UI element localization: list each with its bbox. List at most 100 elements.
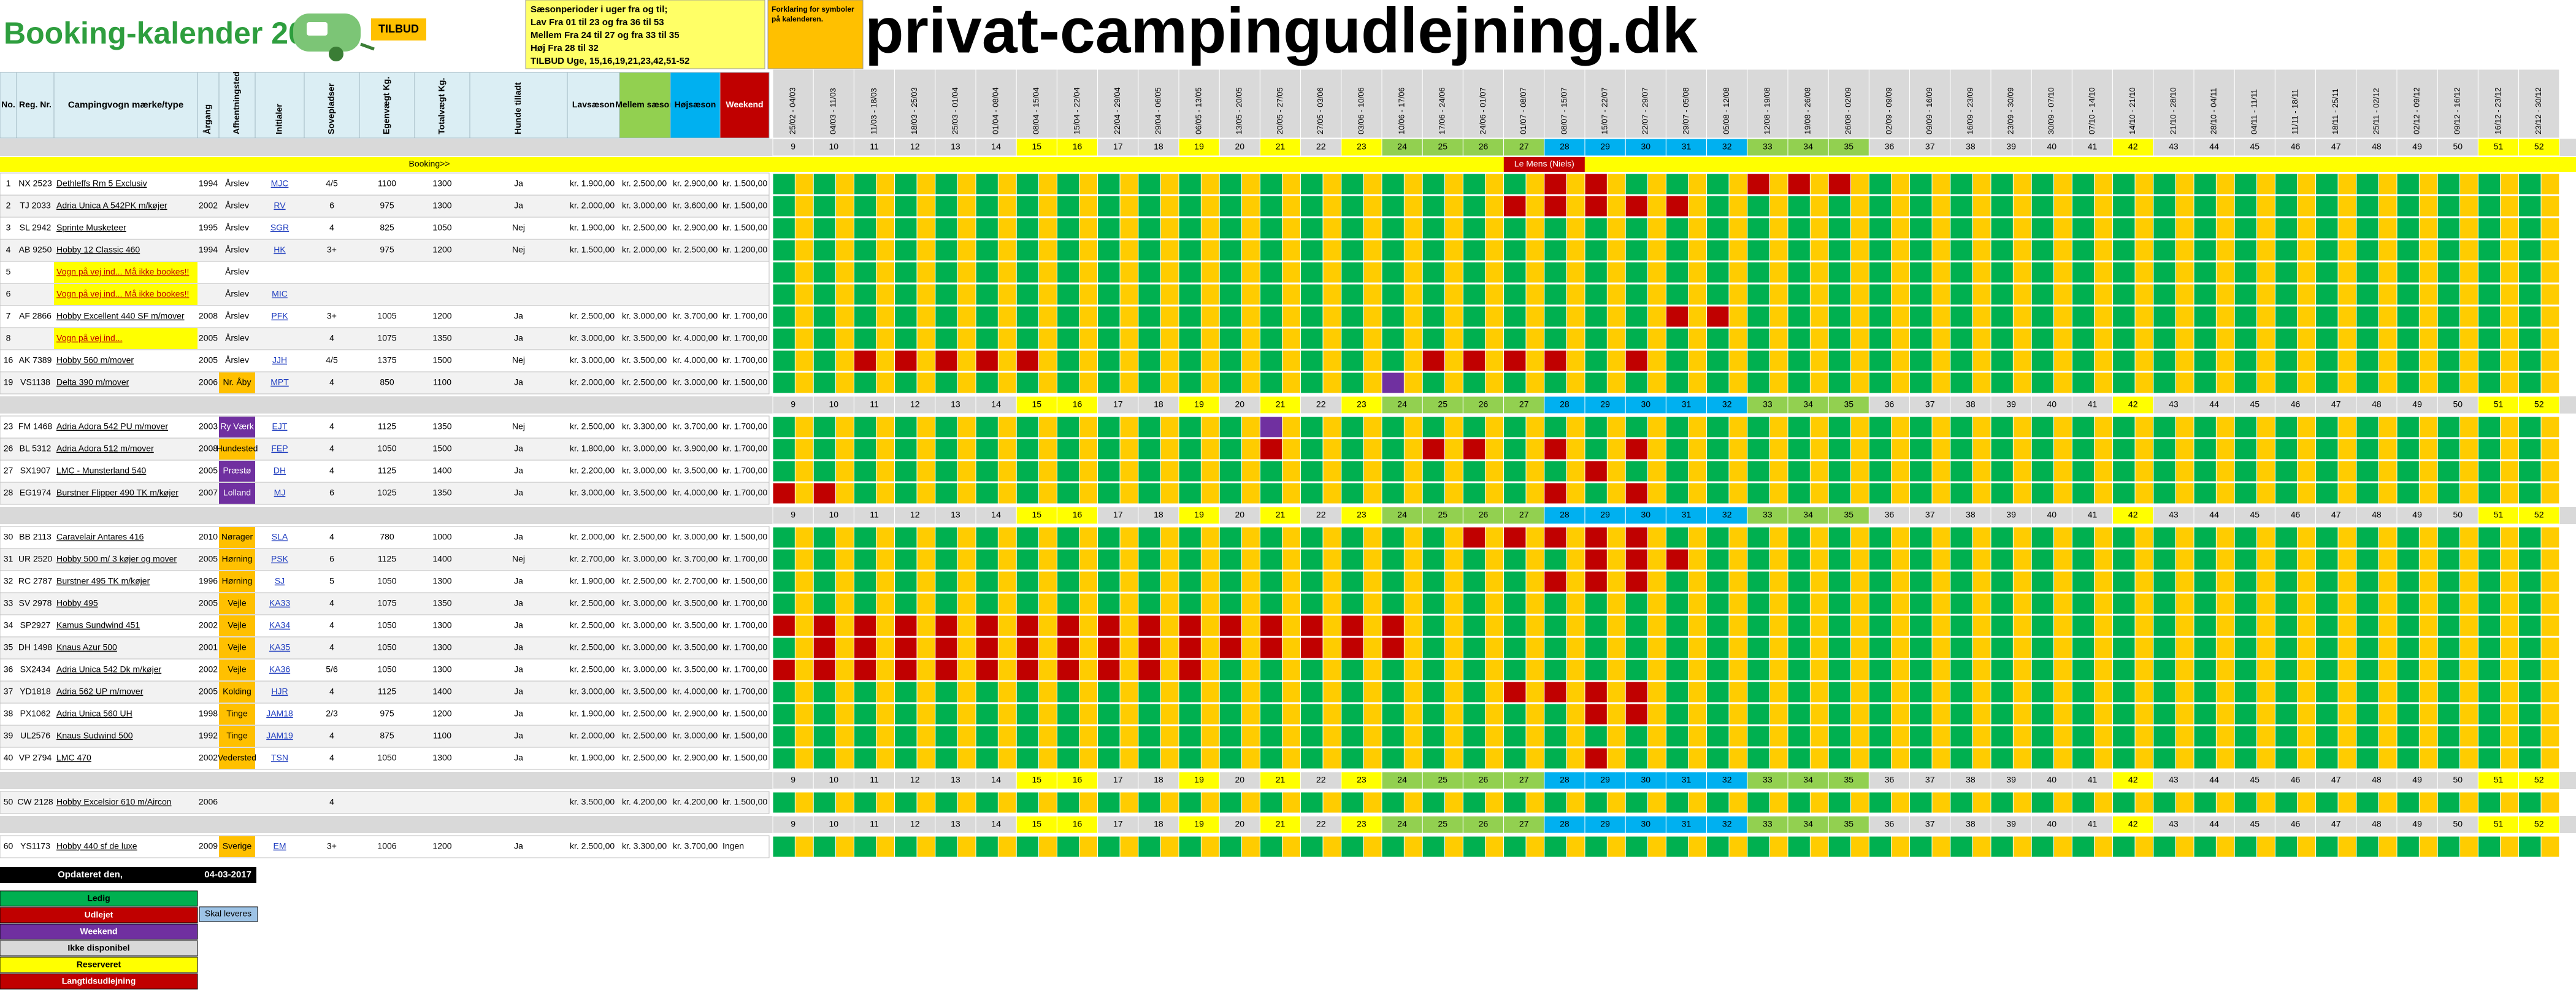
calendar-cell — [1828, 460, 1852, 482]
cell-text: kr. 3.000,00 — [673, 731, 718, 741]
cell-text: kr. 2.500,00 — [570, 664, 615, 674]
calendar-cell — [2378, 703, 2398, 725]
calendar-cell — [1850, 747, 1869, 769]
calendar-cell — [1282, 571, 1301, 593]
cell-text: Hobby 440 sf de luxe — [56, 841, 137, 851]
calendar-cell — [1381, 195, 1405, 217]
calendar-cell — [2378, 350, 2398, 372]
calendar-cell — [957, 681, 976, 703]
calendar-cell — [1219, 283, 1243, 306]
week-number: 9 — [791, 510, 795, 520]
calendar-cell — [2112, 328, 2136, 350]
calendar-cell — [1178, 261, 1202, 283]
calendar-cell — [2134, 306, 2154, 328]
week-number-cell — [1544, 396, 1585, 414]
calendar-cell — [1584, 593, 1608, 615]
cell-text: 5/6 — [326, 664, 338, 674]
cell-text: 1300 — [432, 642, 451, 652]
calendar-cell — [1138, 306, 1161, 328]
calendar-cell — [2031, 747, 2055, 769]
cell-text: kr. 3.000,00 — [622, 598, 667, 608]
calendar-cell — [1381, 549, 1405, 571]
column-header-cell — [218, 72, 256, 139]
calendar-cell — [2215, 681, 2235, 703]
cell-text: KA33 — [269, 598, 290, 608]
calendar-cell — [2356, 681, 2379, 703]
calendar-cell — [894, 526, 918, 549]
calendar-cell — [2396, 703, 2420, 725]
week-header-cell — [1868, 69, 1911, 139]
week-number: 41 — [2088, 399, 2098, 409]
calendar-cell — [2418, 283, 2438, 306]
cell-text: 1400 — [432, 687, 451, 696]
calendar-cell — [1584, 195, 1608, 217]
calendar-cell — [935, 372, 958, 394]
calendar-cell — [1525, 416, 1545, 438]
calendar-cell — [1503, 571, 1527, 593]
calendar-cell — [876, 637, 895, 659]
calendar-cell — [1972, 372, 1991, 394]
calendar-cell — [2071, 350, 2095, 372]
calendar-cell — [1056, 460, 1080, 482]
calendar-cell — [2071, 438, 2095, 460]
cell-text: 975 — [380, 201, 394, 210]
calendar-cell — [1178, 482, 1202, 504]
calendar-cell — [1300, 659, 1324, 681]
calendar-cell — [2315, 261, 2339, 283]
calendar-cell — [1706, 615, 1730, 637]
calendar-cell — [1119, 659, 1139, 681]
week-number: 37 — [1925, 819, 1935, 829]
calendar-cell — [1259, 571, 1283, 593]
week-number: 16 — [1073, 142, 1083, 152]
calendar-cell — [1828, 549, 1852, 571]
calendar-cell — [1809, 372, 1829, 394]
calendar-cell — [1728, 681, 1748, 703]
calendar-cell — [2094, 306, 2114, 328]
week-number-cell — [2356, 396, 2398, 414]
week-number: 12 — [910, 819, 920, 829]
calendar-cell — [916, 372, 936, 394]
calendar-cell — [1038, 836, 1057, 858]
week-number-cell — [1300, 138, 1342, 156]
calendar-cell — [2053, 460, 2072, 482]
calendar-cell — [835, 239, 854, 261]
calendar-cell — [1038, 593, 1057, 615]
week-number-cell — [1665, 815, 1708, 834]
calendar-cell — [2193, 791, 2217, 814]
cell-text: 1200 — [432, 245, 451, 255]
cell-text: Ja — [514, 466, 523, 476]
cell-text: TSN — [271, 753, 288, 763]
calendar-cell — [1828, 438, 1852, 460]
calendar-cell — [997, 703, 1017, 725]
calendar-cell — [1341, 725, 1364, 747]
calendar-cell — [975, 725, 999, 747]
calendar-cell — [1160, 615, 1179, 637]
calendar-cell — [1259, 217, 1283, 239]
calendar-cell — [1403, 239, 1423, 261]
calendar-cell — [2071, 372, 2095, 394]
calendar-cell — [1503, 659, 1527, 681]
week-number: 15 — [1032, 775, 1042, 785]
calendar-cell — [997, 681, 1017, 703]
calendar-cell — [772, 836, 795, 858]
calendar-cell — [1706, 350, 1730, 372]
calendar-cell — [2418, 571, 2438, 593]
calendar-cell — [2396, 836, 2420, 858]
calendar-cell — [2315, 703, 2339, 725]
cell-text: 3+ — [327, 841, 337, 851]
calendar-cell — [1606, 526, 1626, 549]
calendar-cell — [794, 328, 814, 350]
calendar-cell — [2315, 195, 2339, 217]
calendar-cell — [2031, 438, 2055, 460]
week-number: 35 — [1844, 142, 1854, 152]
calendar-cell — [1119, 836, 1139, 858]
week-number-cell — [2153, 138, 2195, 156]
calendar-cell — [2396, 659, 2420, 681]
cell-text: kr. 1.700,00 — [723, 355, 767, 365]
calendar-cell — [2112, 747, 2136, 769]
calendar-cell — [1259, 747, 1283, 769]
calendar-cell — [2071, 659, 2095, 681]
week-number-cell — [2518, 815, 2560, 834]
calendar-cell — [2396, 593, 2420, 615]
calendar-cell — [957, 306, 976, 328]
